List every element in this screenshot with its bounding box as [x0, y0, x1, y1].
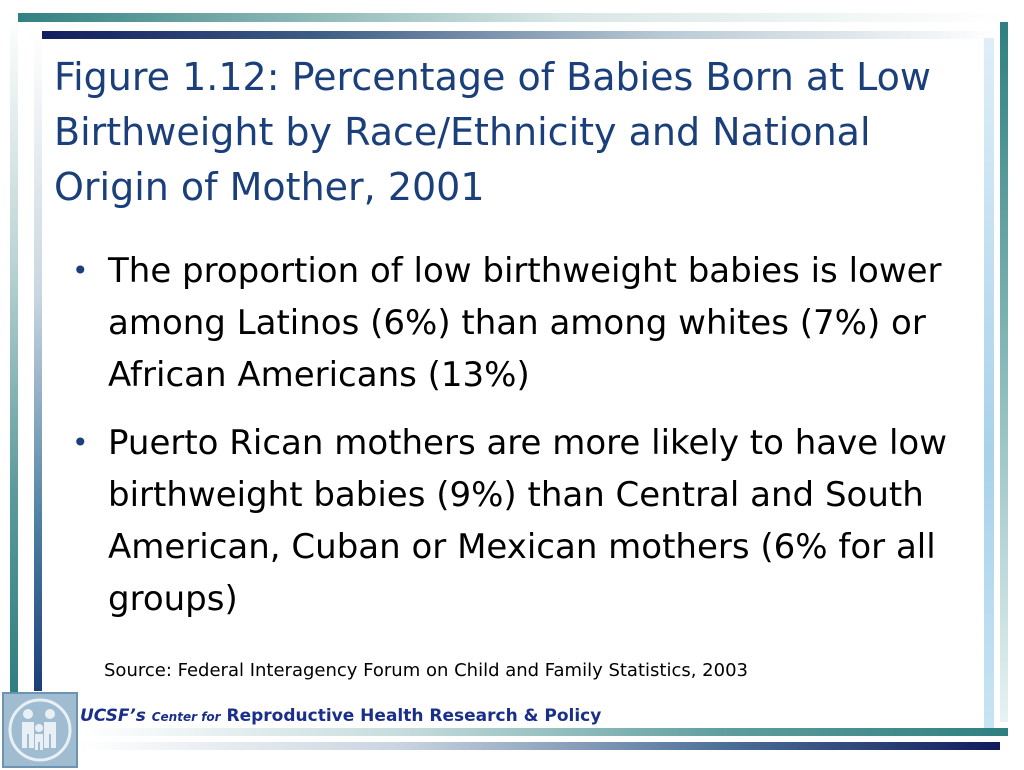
right-decorative-bar-light	[984, 38, 994, 728]
left-decorative-bar-navy	[34, 31, 42, 691]
bottom-decorative-bar-teal	[80, 728, 1008, 736]
left-decorative-bar-teal	[10, 13, 18, 693]
bullet-item: • The proportion of low birthweight babi…	[72, 245, 992, 401]
family-figures-logo-icon	[2, 692, 78, 768]
footer-org: Reproductive Health Research & Policy	[226, 706, 602, 726]
footer-center-for: Center for	[151, 710, 221, 724]
logo-graphic	[8, 698, 72, 762]
bullet-item: • Puerto Rican mothers are more likely t…	[72, 417, 992, 625]
slide-title: Figure 1.12: Percentage of Babies Born a…	[54, 55, 931, 209]
footer-org-name: UCSF’s Center for Reproductive Health Re…	[80, 706, 601, 726]
bullet-text: The proportion of low birthweight babies…	[108, 251, 942, 395]
bullet-icon: •	[72, 426, 89, 459]
bottom-decorative-bar-navy	[80, 742, 1000, 750]
bullet-icon: •	[72, 254, 89, 287]
bullet-text: Puerto Rican mothers are more likely to …	[108, 423, 948, 619]
source-note: Source: Federal Interagency Forum on Chi…	[104, 660, 748, 681]
bullet-list: • The proportion of low birthweight babi…	[72, 245, 992, 641]
right-decorative-bar-teal	[1000, 22, 1008, 722]
top-decorative-bar-navy	[34, 31, 1000, 39]
top-decorative-bar-teal	[10, 13, 1010, 22]
footer-ucsf: UCSF’s	[80, 706, 146, 726]
